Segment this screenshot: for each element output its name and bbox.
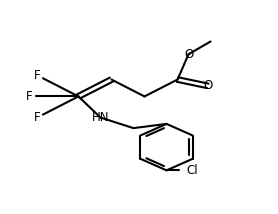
Text: F: F [34,69,41,82]
Text: F: F [34,111,41,124]
Text: O: O [184,48,193,61]
Text: F: F [26,90,32,103]
Text: Cl: Cl [187,164,198,177]
Text: O: O [203,79,212,92]
Text: HN: HN [92,111,109,124]
